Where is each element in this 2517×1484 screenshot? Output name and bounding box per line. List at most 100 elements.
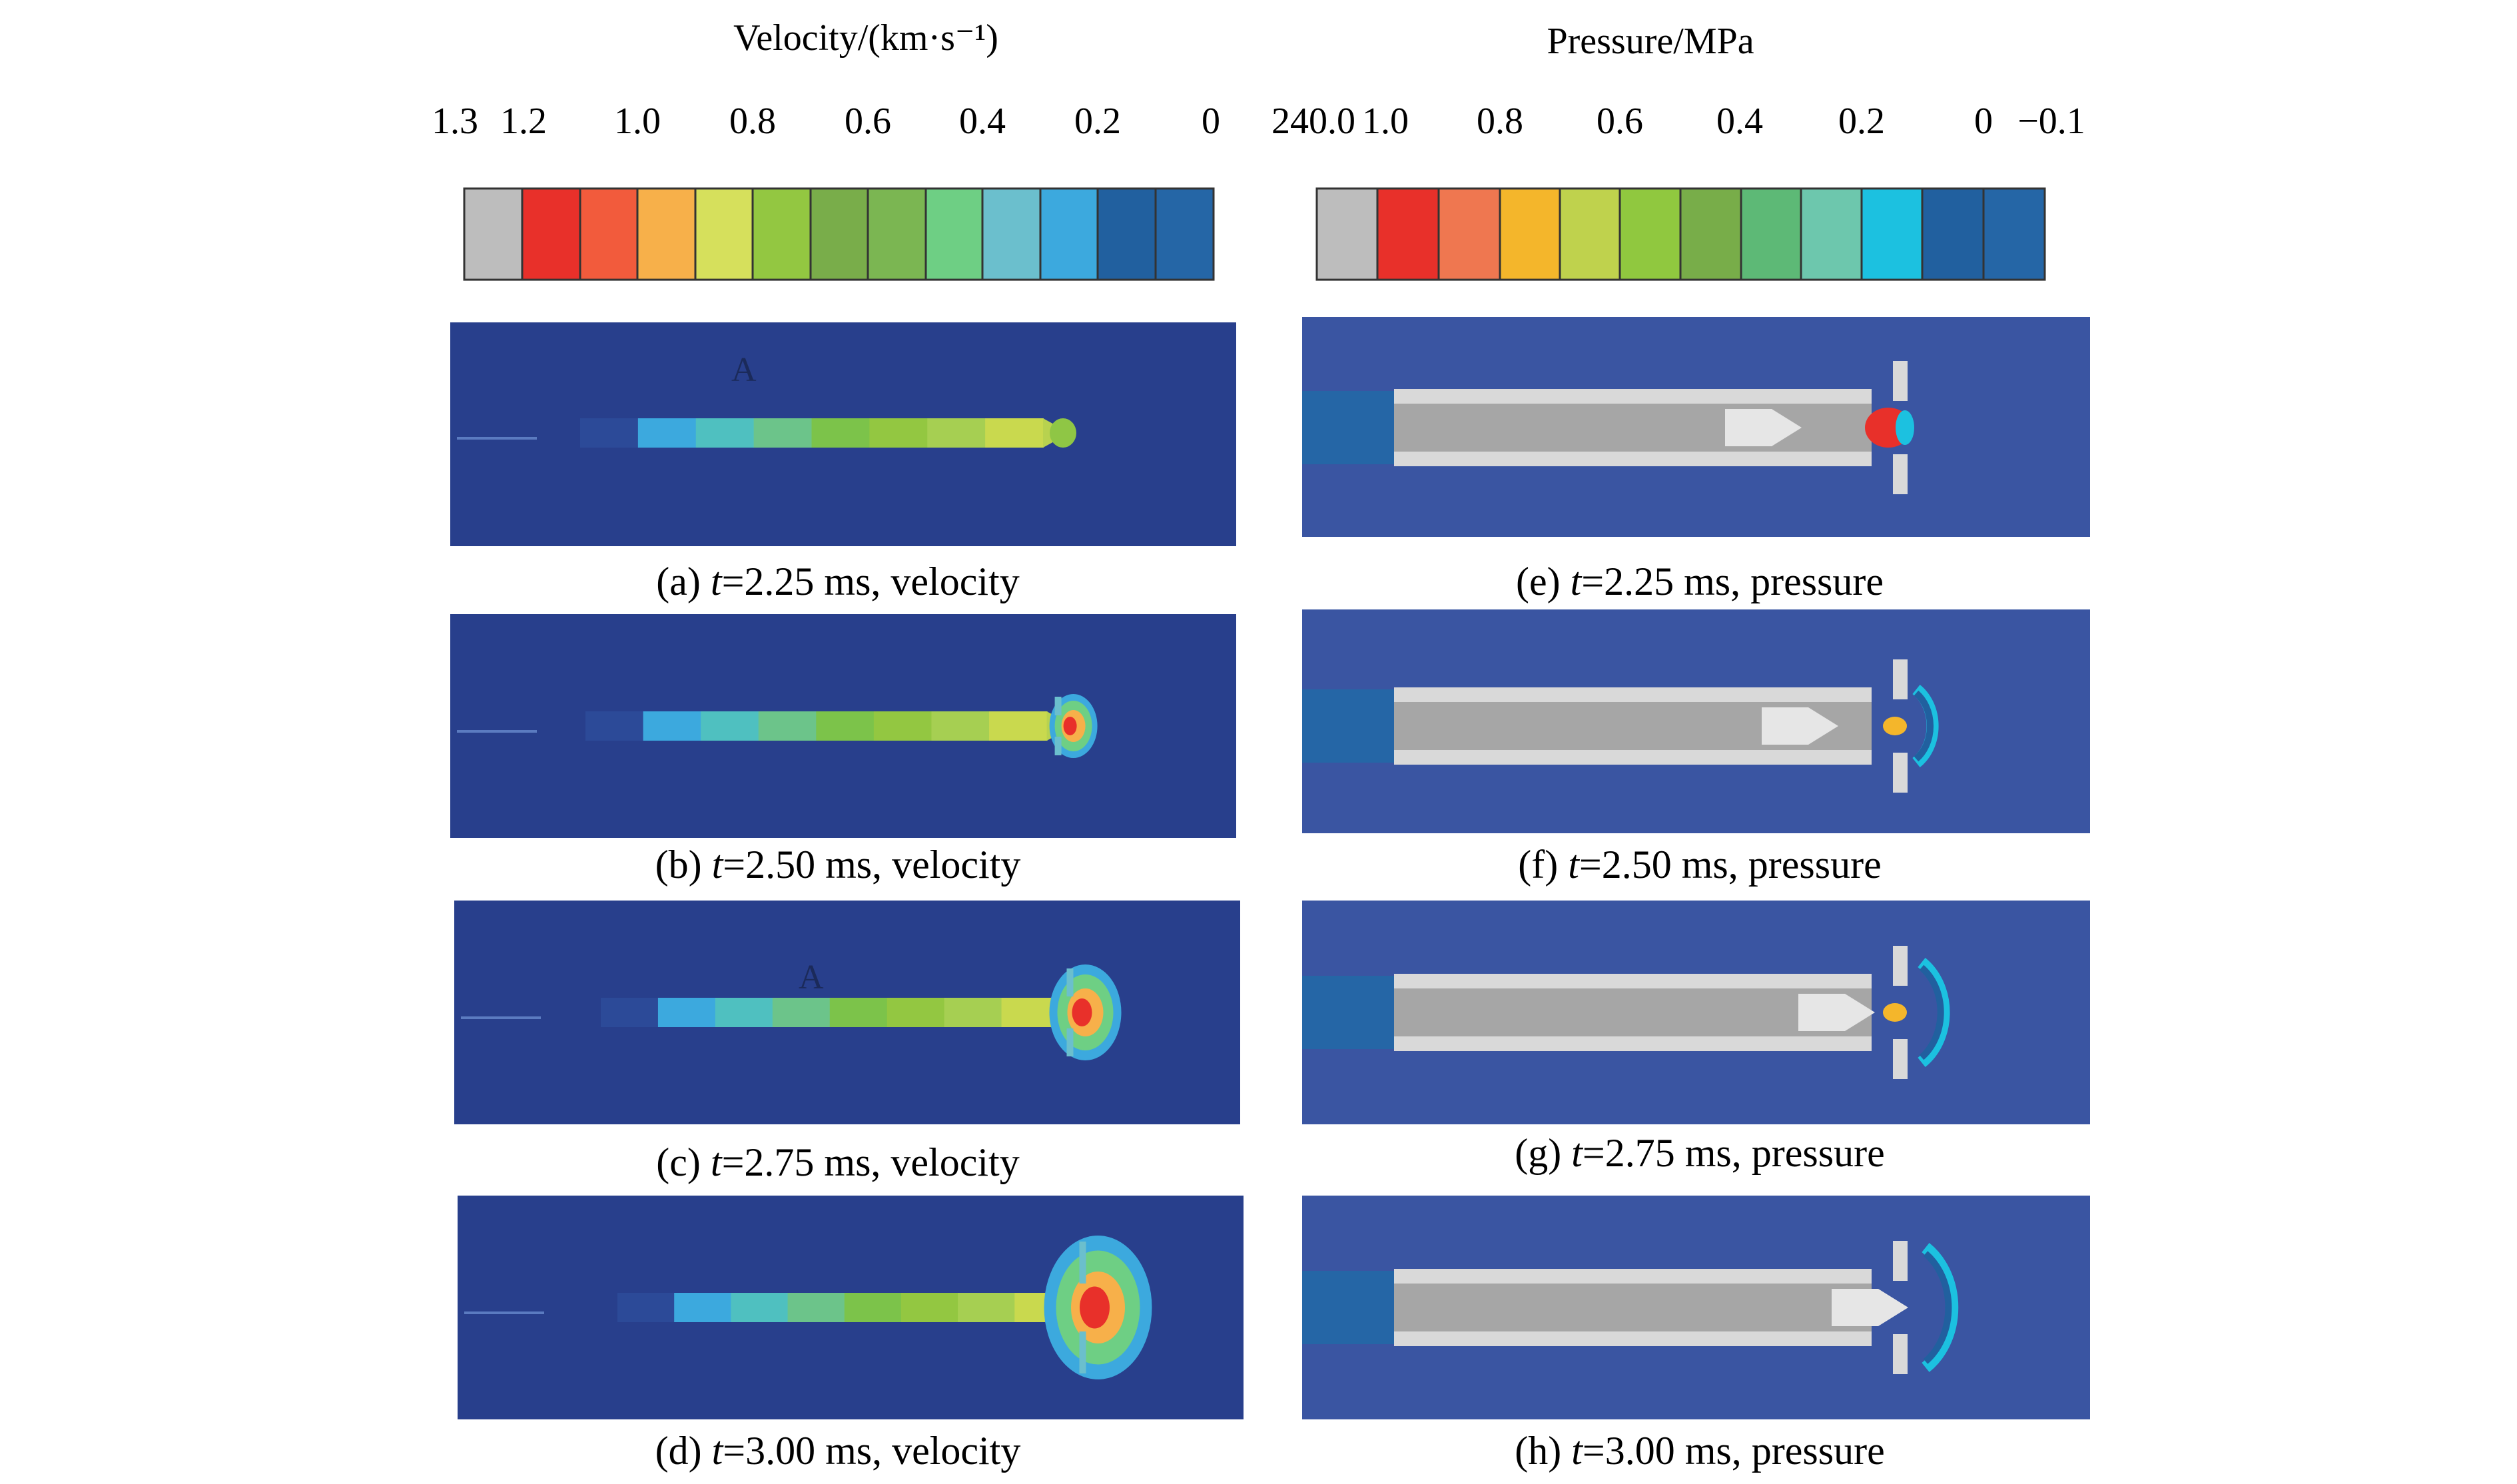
caption-label: (b) (655, 843, 712, 887)
panel-caption: (b) t=2.50 ms, velocity (655, 843, 1021, 887)
projectile-band (816, 711, 875, 741)
caption-time: =2.25 ms, pressure (1581, 559, 1884, 603)
projectile-band (989, 711, 1048, 741)
tube-bore (1394, 1284, 1872, 1331)
projectile-body (1762, 707, 1808, 745)
panel-caption: (f) t=2.50 ms, pressure (1518, 843, 1881, 887)
end-cap-upper (1893, 1241, 1908, 1281)
shock-wave-arc-inner (1919, 964, 1944, 1060)
legend-cell (867, 187, 927, 281)
panel-a: A (a) t=2.25 ms, velocity (450, 322, 1236, 603)
panel-d: (d) t=3.00 ms, velocity (458, 1196, 1244, 1473)
velocity-legend: 1.3 1.2 1.0 0.8 0.6 0.4 0.2 0 (432, 101, 1220, 281)
pressure-legend: 240.0 1.0 0.8 0.6 0.4 0.2 0 −0.1 (1271, 101, 2085, 281)
panel-caption: (h) t=3.00 ms, pressure (1515, 1429, 1884, 1473)
legend-cell (1039, 187, 1099, 281)
end-cap-upper (1893, 946, 1908, 986)
projectile-band (753, 418, 813, 448)
splash-upper (1054, 697, 1062, 715)
simulation-panels: A(a) t=2.25 ms, velocity (b) t=2.50 ms, v… (450, 317, 2090, 1473)
projectile-band (927, 418, 986, 448)
legend-cell (1860, 187, 1924, 281)
end-cap-lower (1893, 454, 1908, 494)
caption-time: =2.75 ms, velocity (722, 1140, 1020, 1184)
pressure-wave-core (1063, 717, 1077, 735)
projectile-band (674, 1293, 732, 1322)
panel-caption: (a) t=2.25 ms, velocity (656, 559, 1019, 603)
shock-edge (1896, 410, 1914, 445)
panel-c: A (c) t=2.75 ms, velocity (454, 901, 1240, 1184)
splash-upper (1066, 968, 1074, 996)
legend-cell (579, 187, 639, 281)
panel-caption: (g) t=2.75 ms, pressure (1515, 1131, 1884, 1175)
legend-tick-label: 1.0 (1362, 101, 1409, 142)
end-cap-lower (1893, 1039, 1908, 1079)
legend-tick-label: 240.0 (1271, 101, 1355, 142)
inlet-region (1302, 1271, 1395, 1344)
projectile-band (580, 418, 639, 448)
caption-time: =2.75 ms, pressure (1583, 1131, 1885, 1175)
legend-tick-label: 0.6 (845, 101, 891, 142)
inlet-region (1302, 689, 1395, 763)
projectile-band (887, 998, 945, 1027)
legend-cell (1499, 187, 1561, 281)
legend-tick-label: 0.6 (1597, 101, 1643, 142)
legend-tick-label: 0.2 (1838, 101, 1885, 142)
projectile-band (731, 1293, 789, 1322)
projectile-band (900, 1293, 959, 1322)
projectile-nose (1845, 994, 1875, 1031)
legend-cell (981, 187, 1042, 281)
projectile-band (944, 998, 1002, 1027)
caption-label: (c) (656, 1140, 711, 1184)
projectile-band (829, 998, 888, 1027)
end-cap-lower (1893, 753, 1908, 793)
pressure-wave-core (1072, 998, 1092, 1026)
legend-tick-label: 0 (1202, 101, 1220, 142)
pressure-wave-core (1080, 1286, 1110, 1329)
legend-cell (1921, 187, 1985, 281)
projectile-band (715, 998, 773, 1027)
caption-time-symbol: t (1571, 1429, 1583, 1473)
projectile-band (695, 418, 755, 448)
projectile-nose (1772, 409, 1802, 446)
splash-lower (1066, 1028, 1074, 1056)
legend-cell (1800, 187, 1863, 281)
projectile-band (787, 1293, 845, 1322)
shock-wave-arc (1922, 1242, 1959, 1373)
caption-time: =2.50 ms, pressure (1579, 843, 1882, 887)
legend-cell (1982, 187, 2046, 281)
projectile-band (931, 711, 990, 741)
projectile-body (1798, 994, 1845, 1031)
legend-cell (1096, 187, 1157, 281)
legend-cell (694, 187, 754, 281)
legend-cell (1559, 187, 1621, 281)
legend-tick-label: 1.3 (432, 101, 478, 142)
projectile-band (643, 711, 702, 741)
panel-b: (b) t=2.50 ms, velocity (450, 614, 1236, 887)
inlet-region (1302, 391, 1395, 464)
legend-cell (1376, 187, 1440, 281)
legend-cell (1437, 187, 1501, 281)
panel-caption: (e) t=2.25 ms, pressure (1516, 559, 1884, 603)
legend-tick-label: 0.4 (959, 101, 1006, 142)
legend-cell (1740, 187, 1802, 281)
legend-tick-label: 1.2 (500, 101, 547, 142)
legend-cell (1154, 187, 1215, 281)
end-cap-upper (1893, 659, 1908, 699)
projectile-band (617, 1293, 675, 1322)
projectile-body (1832, 1289, 1878, 1326)
caption-label: (g) (1515, 1131, 1571, 1175)
projectile-band (958, 1293, 1016, 1322)
velocity-legend-title: Velocity/(km·s⁻¹) (733, 17, 998, 59)
caption-label: (e) (1516, 559, 1571, 603)
projectile-band (758, 711, 817, 741)
projectile-band (811, 418, 871, 448)
caption-time: =3.00 ms, velocity (723, 1429, 1020, 1473)
legend-cell (924, 187, 984, 281)
projectile-band (869, 418, 928, 448)
jet-head (1050, 418, 1076, 448)
projectile-band (701, 711, 759, 741)
projectile-body (1725, 409, 1772, 446)
panel-g: (g) t=2.75 ms, pressure (1302, 901, 2090, 1175)
